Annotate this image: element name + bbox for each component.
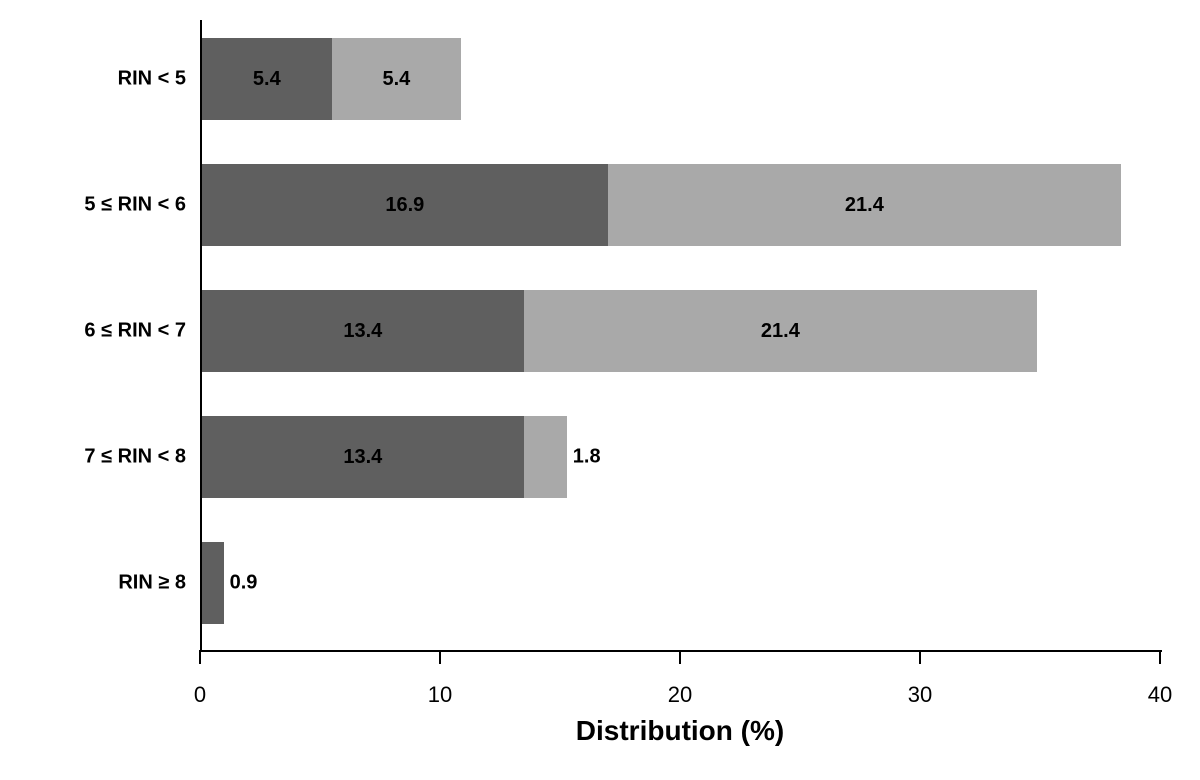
x-axis-tick-label: 40 [1148,682,1172,708]
bar-segment-2: 5.4 [332,38,462,120]
y-axis-category-label: 7 ≤ RIN < 8 [6,446,186,469]
bar-row: 13.4 [202,416,567,498]
x-axis-tick-label: 0 [194,682,206,708]
x-axis-tick [1159,650,1161,664]
bar-value-label: 0.9 [230,572,258,595]
y-axis-category-label: RIN ≥ 8 [6,572,186,595]
bar-segment-1: 13.4 [202,290,524,372]
bar-segment-2 [524,416,567,498]
x-axis-tick-label: 20 [668,682,692,708]
bar-segment-1: 13.4 [202,416,524,498]
x-axis-tick-label: 10 [428,682,452,708]
bar-segment-1: 5.4 [202,38,332,120]
plot-area: 5.45.416.921.413.421.413.4 [200,20,1162,652]
bar-segment-2: 21.4 [608,164,1122,246]
y-axis-category-label: 6 ≤ RIN < 7 [6,320,186,343]
y-axis-category-label: RIN < 5 [6,68,186,91]
x-axis-tick [199,650,201,664]
bar-segment-1 [202,542,224,624]
x-axis-tick [679,650,681,664]
bar-value-label: 1.8 [573,446,601,469]
bar-row: 5.45.4 [202,38,461,120]
x-axis-tick-label: 30 [908,682,932,708]
bar-row: 13.421.4 [202,290,1037,372]
x-axis-title: Distribution (%) [576,715,784,747]
y-axis-category-label: 5 ≤ RIN < 6 [6,194,186,217]
bar-segment-1: 16.9 [202,164,608,246]
rin-distribution-chart: 5.45.416.921.413.421.413.4 RIN < 55 ≤ RI… [0,0,1200,780]
x-axis-tick [439,650,441,664]
x-axis-tick [919,650,921,664]
bar-segment-2: 21.4 [524,290,1038,372]
bar-row: 16.921.4 [202,164,1121,246]
bar-row [202,542,224,624]
